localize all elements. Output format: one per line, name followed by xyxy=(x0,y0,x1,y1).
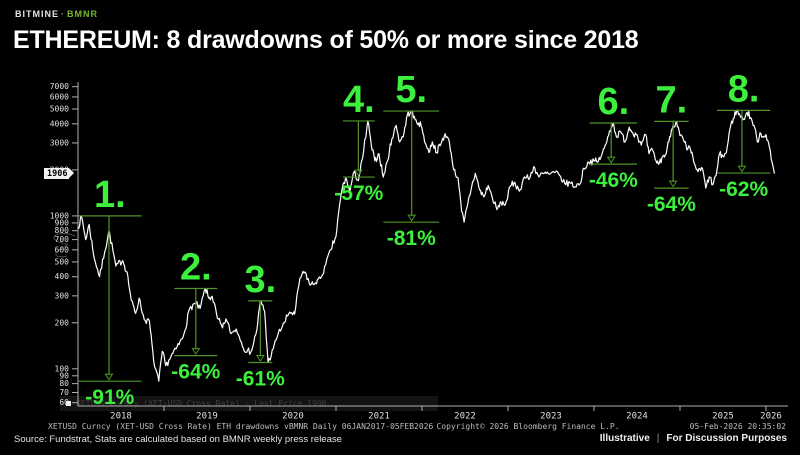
y-tick-label: 7000 xyxy=(50,82,69,91)
last-price-value: 1906 xyxy=(47,168,68,179)
x-tick-label: 2026 xyxy=(760,412,782,422)
y-tick-label: 3000 xyxy=(50,138,69,147)
legend-swatch-icon xyxy=(66,401,71,406)
y-tick-label: 800 xyxy=(55,226,70,235)
drawdown-pct-label: -81% xyxy=(387,227,436,250)
legend-text: XETUSD Curncy (XET-USD Cross Rate) : Las… xyxy=(76,399,327,408)
drawdown-arrowhead-icon xyxy=(104,373,114,381)
brand-name: BITMINE xyxy=(15,9,59,19)
y-tick-label: 70 xyxy=(59,388,69,397)
price-line xyxy=(77,109,775,382)
drawdown-annotation-5: 5. -81% xyxy=(383,69,440,250)
x-tick-label: 2023 xyxy=(540,412,562,422)
drawdown-pct-label: -64% xyxy=(647,193,696,216)
y-tick-label: 300 xyxy=(55,291,70,300)
drawdown-pct-label: -46% xyxy=(589,169,638,192)
drawdown-arrowhead-icon xyxy=(191,348,201,356)
y-tick-label: 80 xyxy=(59,379,69,388)
drawdown-arrowhead-icon xyxy=(407,214,417,222)
drawdown-pct-label: -64% xyxy=(171,361,220,384)
x-axis-ticks: 2018 2019 2020 2021 2022 2023 2024 2025 2026 xyxy=(110,406,782,422)
x-tick-label: 2020 xyxy=(282,412,304,422)
drawdown-number: 2. xyxy=(180,247,212,289)
price-series xyxy=(77,109,775,382)
chart-axes xyxy=(77,82,788,407)
drawdown-arrowhead-icon xyxy=(737,165,747,173)
drawdown-number: 8. xyxy=(728,68,760,110)
y-tick-label: 1000 xyxy=(50,211,69,220)
source-note: Source: Fundstrat, Stats are calculated … xyxy=(14,434,342,445)
disclaimer-illustrative: Illustrative xyxy=(599,433,650,444)
y-tick-label: 100 xyxy=(55,364,70,373)
y-tick-label: 60 xyxy=(59,398,69,407)
y-tick-label: 700 xyxy=(55,235,70,244)
drawdown-annotation-6: 6. -46% xyxy=(589,81,638,192)
chart-legend-bar: XETUSD Curncy (XET-USD Cross Rate) : Las… xyxy=(60,396,438,411)
drawdown-arrowhead-icon xyxy=(668,180,678,188)
chart-copyright: Copyright© 2026 Bloomberg Finance L.P. xyxy=(436,422,619,431)
y-tick-label: 200 xyxy=(55,318,70,327)
x-tick-label: 2025 xyxy=(712,412,734,422)
drawdown-number: 3. xyxy=(244,259,276,301)
y-tick-label: 500 xyxy=(55,257,70,266)
y-tick-label: 4000 xyxy=(50,119,69,128)
drawdown-annotation-8: 8. -62% xyxy=(716,68,771,201)
drawdown-pct-label: -91% xyxy=(85,386,134,409)
drawdown-number: 5. xyxy=(395,69,427,111)
x-tick-label: 2018 xyxy=(110,412,132,422)
brand-line: BITMINE · BMNR xyxy=(15,9,98,19)
x-tick-label: 2024 xyxy=(626,412,648,422)
brand-ticker: BMNR xyxy=(67,9,98,19)
disclaimer-purpose: For Discussion Purposes xyxy=(666,433,787,444)
drawdown-pct-label: -62% xyxy=(719,178,768,201)
price-tag-pointer-icon xyxy=(69,168,75,178)
last-price-tag: 1906 xyxy=(44,168,75,179)
artifacts xyxy=(53,233,76,258)
chart-timestamp: 05-Feb-2026 20:35:02 xyxy=(690,422,787,431)
drawdown-annotation-2: 2. -64% xyxy=(171,247,220,384)
drawdown-annotation-7: 7. -64% xyxy=(647,79,696,216)
y-tick-label: 6000 xyxy=(50,92,69,101)
drawdown-number: 4. xyxy=(343,79,375,121)
drawdown-annotation-1: 1. -91% xyxy=(78,174,142,409)
drawdown-number: 7. xyxy=(656,79,688,121)
chart-meta-line: XETUSD Curncy (XET-USD Cross Rate) ETH d… xyxy=(48,422,786,431)
x-tick-label: 2019 xyxy=(196,412,218,422)
y-tick-label: 5000 xyxy=(50,105,69,114)
drawdown-annotation-4: 4. -57% xyxy=(334,79,383,205)
disclaimer-divider: | xyxy=(656,433,660,444)
drawdown-number: 6. xyxy=(597,81,629,123)
drawdown-annotation-3: 3. -61% xyxy=(236,259,285,391)
scribble-artifact xyxy=(53,233,76,258)
y-axis-ticks: 7000600050004000300020001000900800700600… xyxy=(50,82,78,407)
x-tick-label: 2021 xyxy=(368,412,390,422)
chart-descriptor: XETUSD Curncy (XET-USD Cross Rate) ETH d… xyxy=(48,422,433,431)
y-tick-label: 600 xyxy=(55,245,70,254)
drawdown-arrowhead-icon xyxy=(606,156,616,164)
disclaimer: Illustrative | For Discussion Purposes xyxy=(600,433,787,444)
drawdown-arrowhead-icon xyxy=(353,169,363,177)
y-tick-label: 400 xyxy=(55,272,70,281)
drawdown-pct-label: -57% xyxy=(334,182,383,205)
page-title: ETHEREUM: 8 drawdowns of 50% or more sin… xyxy=(13,26,639,54)
x-tick-label: 2022 xyxy=(454,412,476,422)
drawdown-pct-label: -61% xyxy=(236,367,285,390)
y-tick-label: 900 xyxy=(55,218,70,227)
y-tick-label: 90 xyxy=(59,371,69,380)
brand-separator: · xyxy=(61,9,65,19)
drawdown-number: 1. xyxy=(94,174,126,216)
drawdown-arrowhead-icon xyxy=(255,354,265,362)
